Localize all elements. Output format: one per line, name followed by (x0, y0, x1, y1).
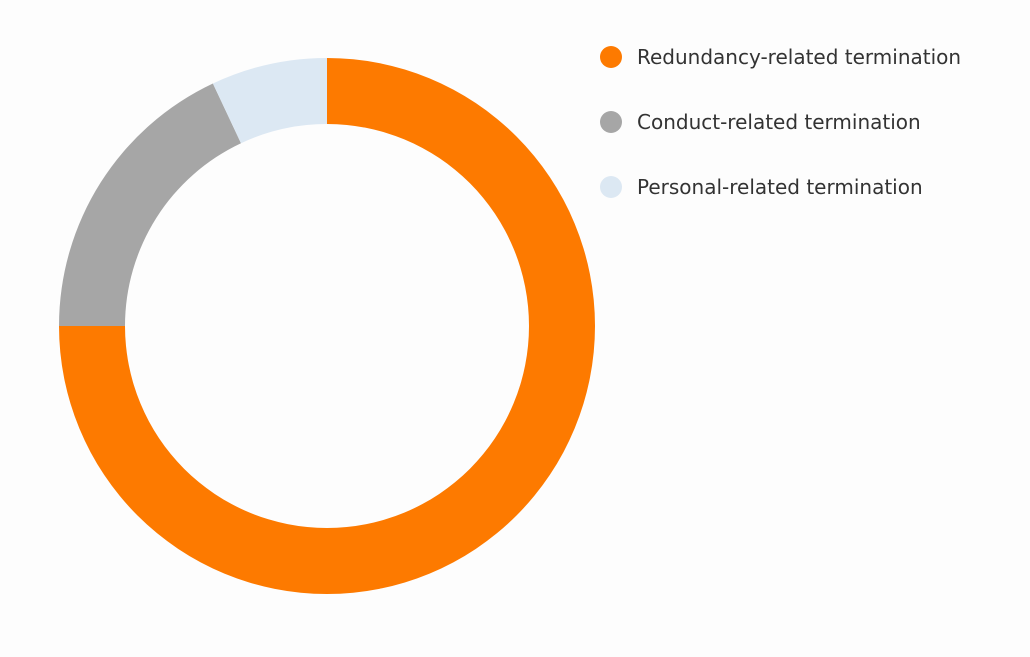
legend-swatch-redundancy (600, 46, 622, 68)
legend-item-conduct: Conduct-related termination (600, 103, 1020, 141)
slice-conduct (59, 83, 241, 326)
legend-swatch-personal (600, 176, 622, 198)
legend-item-personal: Personal-related termination (600, 168, 1020, 206)
legend-item-redundancy: Redundancy-related termination (600, 38, 1020, 76)
legend-swatch-conduct (600, 111, 622, 133)
slice-personal (212, 58, 327, 144)
chart-legend: Redundancy-related termination Conduct-r… (600, 38, 1020, 233)
donut-slices (59, 58, 595, 594)
legend-label-conduct: Conduct-related termination (637, 110, 921, 134)
legend-label-redundancy: Redundancy-related termination (637, 45, 962, 69)
donut-chart (59, 58, 595, 594)
legend-label-personal: Personal-related termination (637, 175, 923, 199)
